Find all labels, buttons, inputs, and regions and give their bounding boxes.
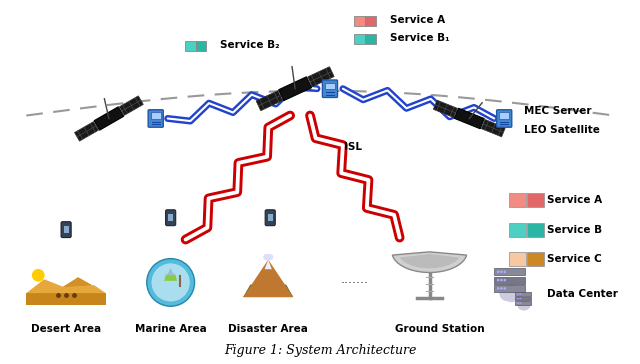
Bar bbox=[196, 41, 207, 51]
Text: LEO Satellite: LEO Satellite bbox=[524, 125, 600, 135]
Circle shape bbox=[523, 302, 531, 309]
Circle shape bbox=[500, 287, 503, 290]
FancyBboxPatch shape bbox=[265, 210, 275, 226]
Text: Service A: Service A bbox=[390, 15, 445, 25]
Text: Disaster Area: Disaster Area bbox=[228, 324, 308, 334]
Text: Service B₂: Service B₂ bbox=[220, 40, 280, 50]
Polygon shape bbox=[74, 122, 99, 141]
Circle shape bbox=[500, 270, 503, 273]
Circle shape bbox=[499, 286, 515, 301]
Circle shape bbox=[520, 298, 522, 299]
Circle shape bbox=[267, 254, 273, 260]
FancyBboxPatch shape bbox=[515, 301, 531, 305]
Bar bbox=[354, 34, 365, 44]
Bar bbox=[63, 226, 68, 233]
Text: Data Center: Data Center bbox=[547, 289, 618, 299]
Circle shape bbox=[518, 302, 520, 304]
Text: Service A: Service A bbox=[547, 195, 602, 205]
Text: Service C: Service C bbox=[547, 254, 602, 264]
Polygon shape bbox=[26, 277, 106, 293]
Circle shape bbox=[504, 287, 506, 290]
Bar bbox=[527, 223, 544, 237]
Circle shape bbox=[518, 302, 526, 310]
Polygon shape bbox=[256, 91, 282, 111]
Circle shape bbox=[509, 287, 522, 300]
Text: Service B₁: Service B₁ bbox=[390, 33, 449, 43]
Text: Desert Area: Desert Area bbox=[31, 324, 101, 334]
Text: Service B: Service B bbox=[547, 225, 602, 235]
Polygon shape bbox=[265, 260, 272, 269]
Polygon shape bbox=[433, 100, 458, 118]
Polygon shape bbox=[278, 77, 312, 100]
Bar bbox=[509, 193, 526, 207]
Circle shape bbox=[147, 258, 195, 306]
Polygon shape bbox=[243, 285, 293, 297]
Polygon shape bbox=[454, 108, 484, 129]
Bar bbox=[527, 253, 544, 266]
FancyBboxPatch shape bbox=[494, 268, 525, 275]
Circle shape bbox=[518, 298, 520, 299]
Circle shape bbox=[516, 302, 518, 304]
FancyBboxPatch shape bbox=[494, 277, 525, 284]
Circle shape bbox=[32, 269, 45, 282]
FancyBboxPatch shape bbox=[515, 297, 531, 301]
Polygon shape bbox=[481, 119, 506, 137]
Bar bbox=[509, 253, 526, 266]
FancyBboxPatch shape bbox=[61, 222, 71, 238]
FancyBboxPatch shape bbox=[497, 110, 512, 127]
Polygon shape bbox=[308, 67, 334, 87]
Polygon shape bbox=[94, 107, 124, 130]
FancyBboxPatch shape bbox=[323, 80, 337, 98]
Circle shape bbox=[520, 301, 529, 310]
Circle shape bbox=[263, 254, 269, 260]
Circle shape bbox=[497, 270, 500, 273]
Bar bbox=[151, 112, 161, 119]
Bar bbox=[354, 16, 365, 26]
Polygon shape bbox=[167, 268, 175, 276]
Circle shape bbox=[504, 279, 506, 281]
Polygon shape bbox=[62, 277, 106, 293]
Bar bbox=[268, 214, 273, 221]
Bar bbox=[184, 41, 196, 51]
Text: ISL: ISL bbox=[344, 142, 362, 152]
Bar bbox=[168, 214, 173, 221]
Circle shape bbox=[504, 270, 506, 273]
Circle shape bbox=[497, 287, 500, 290]
Circle shape bbox=[152, 264, 190, 301]
Bar bbox=[325, 83, 335, 90]
Circle shape bbox=[502, 285, 520, 302]
Circle shape bbox=[520, 293, 522, 295]
FancyBboxPatch shape bbox=[494, 285, 525, 292]
Polygon shape bbox=[400, 254, 460, 268]
Bar bbox=[527, 193, 544, 207]
Text: MEC Server: MEC Server bbox=[524, 106, 591, 115]
Polygon shape bbox=[164, 274, 177, 281]
Bar bbox=[365, 16, 376, 26]
Circle shape bbox=[516, 293, 518, 295]
Bar bbox=[499, 112, 509, 119]
Text: .......: ....... bbox=[341, 273, 369, 286]
Circle shape bbox=[518, 293, 520, 295]
FancyBboxPatch shape bbox=[515, 292, 531, 296]
Circle shape bbox=[500, 279, 503, 281]
Polygon shape bbox=[243, 260, 293, 297]
Circle shape bbox=[497, 279, 500, 281]
FancyBboxPatch shape bbox=[166, 210, 176, 226]
Bar bbox=[509, 223, 526, 237]
Circle shape bbox=[520, 302, 522, 304]
FancyBboxPatch shape bbox=[148, 110, 163, 127]
Polygon shape bbox=[392, 252, 467, 273]
Text: Figure 1: System Architecture: Figure 1: System Architecture bbox=[224, 344, 416, 357]
Text: Ground Station: Ground Station bbox=[395, 324, 484, 334]
Circle shape bbox=[516, 298, 518, 299]
Text: Marine Area: Marine Area bbox=[135, 324, 207, 334]
Bar bbox=[365, 34, 376, 44]
Polygon shape bbox=[26, 293, 106, 305]
Polygon shape bbox=[120, 96, 143, 115]
